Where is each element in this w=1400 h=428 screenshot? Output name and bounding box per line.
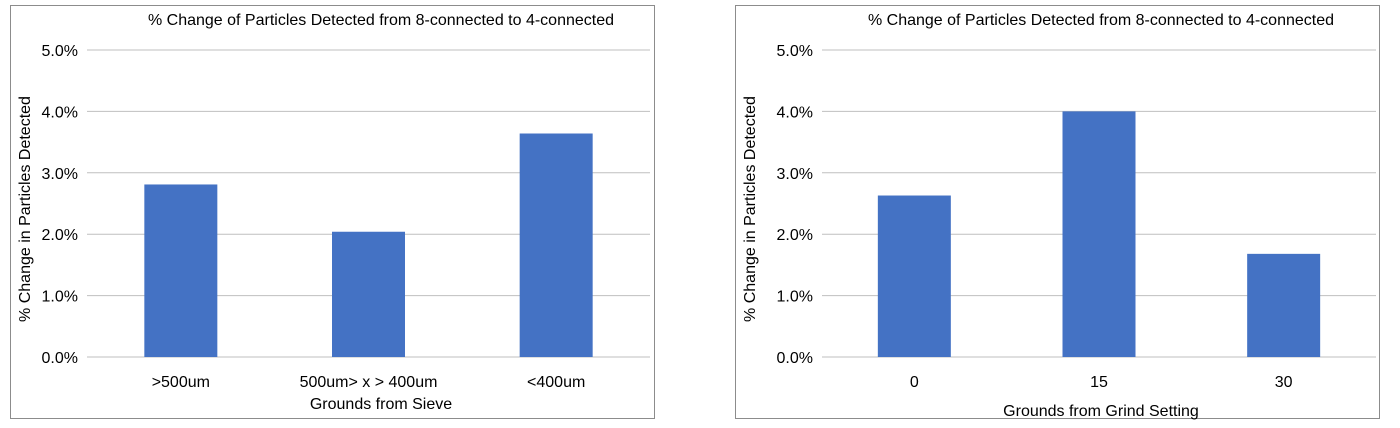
- x-category-label: 500um> x > 400um: [300, 374, 438, 391]
- bar: [877, 195, 951, 357]
- x-category-labels: >500um 500um> x > 400um <400um: [152, 374, 586, 391]
- y-tick-label: 4.0%: [777, 104, 813, 121]
- chart-sieve-svg: % Change of Particles Detected from 8-co…: [17, 12, 650, 413]
- y-tick-label: 3.0%: [42, 166, 78, 183]
- x-category-label: 15: [1090, 374, 1108, 391]
- y-axis-title: % Change in Particles Detected: [742, 96, 759, 322]
- x-category-label: <400um: [527, 374, 585, 391]
- chart-sieve: % Change of Particles Detected from 8-co…: [10, 5, 655, 419]
- bar: [1247, 253, 1321, 357]
- y-tick-label: 4.0%: [42, 104, 78, 121]
- y-tick-label: 2.0%: [777, 227, 813, 244]
- y-tick-label: 1.0%: [777, 289, 813, 306]
- y-tick-label: 1.0%: [42, 289, 78, 306]
- y-tick-label: 0.0%: [777, 350, 813, 367]
- x-category-label: 30: [1275, 374, 1293, 391]
- bar: [332, 231, 405, 357]
- y-tick-label: 3.0%: [777, 166, 813, 183]
- bars: [144, 133, 593, 357]
- y-axis-title: % Change in Particles Detected: [17, 96, 34, 322]
- y-tick-label: 5.0%: [777, 43, 813, 60]
- chart-grind: % Change of Particles Detected from 8-co…: [735, 5, 1380, 420]
- chart-title: % Change of Particles Detected from 8-co…: [868, 12, 1334, 29]
- chart-title: % Change of Particles Detected from 8-co…: [148, 12, 614, 29]
- y-tick-label: 0.0%: [42, 350, 78, 367]
- x-axis-title: Grounds from Grind Setting: [1003, 403, 1199, 420]
- bars: [877, 111, 1321, 358]
- x-category-labels: 0 15 30: [910, 374, 1293, 391]
- bar: [519, 133, 593, 357]
- x-category-label: 0: [910, 374, 919, 391]
- y-tick-label: 2.0%: [42, 227, 78, 244]
- x-axis-title: Grounds from Sieve: [310, 396, 452, 413]
- y-tick-labels: 0.0% 1.0% 2.0% 3.0% 4.0% 5.0%: [42, 43, 78, 367]
- y-tick-label: 5.0%: [42, 43, 78, 60]
- x-category-label: >500um: [152, 374, 210, 391]
- y-tick-labels: 0.0% 1.0% 2.0% 3.0% 4.0% 5.0%: [777, 43, 813, 367]
- bar: [144, 184, 218, 357]
- bar: [1062, 111, 1136, 358]
- chart-grind-svg: % Change of Particles Detected from 8-co…: [742, 12, 1376, 420]
